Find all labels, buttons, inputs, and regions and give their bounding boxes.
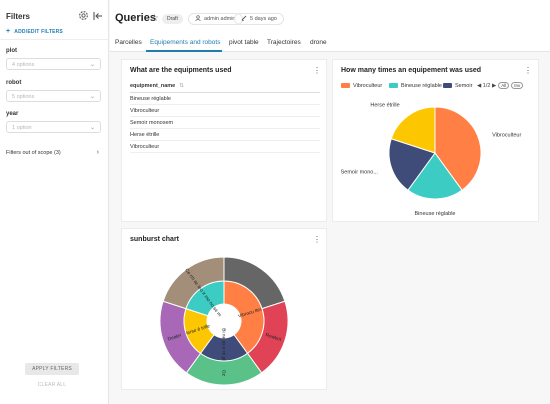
chart-title: sunburst chart: [130, 236, 180, 243]
gear-icon[interactable]: [78, 10, 89, 21]
sidebar-title: Filters: [6, 12, 31, 21]
chevron-right-icon: ›: [96, 149, 99, 156]
chevron-down-icon: ⌄: [89, 125, 95, 131]
pie-slice[interactable]: [434, 106, 482, 191]
chart-title: How many times an equipement was used: [341, 67, 482, 74]
more-options-icon[interactable]: ⋮: [313, 66, 321, 75]
dashboard-title: Queries: [115, 12, 156, 24]
pie-slice-label: Vibroculteur: [492, 132, 521, 138]
more-options-icon[interactable]: ⋮: [524, 66, 532, 75]
legend-swatch: [443, 83, 452, 89]
dashboard-header: Queries ☆ Draft admin admin 5 days ago P…: [110, 0, 550, 52]
legend-item[interactable]: Semoir: [443, 83, 472, 89]
more-options-icon[interactable]: ⋮: [313, 235, 321, 244]
table-row: Herse étrille: [130, 129, 320, 141]
filters-out-of-scope[interactable]: Filters out of scope (3) ›: [6, 149, 101, 156]
column-header: equipment_name: [130, 83, 176, 89]
filters-out-of-scope-label: Filters out of scope (3): [6, 150, 61, 156]
sunburst-outer-label: Rowbot: [265, 332, 283, 343]
filter-label-year: year: [6, 111, 19, 117]
user-icon: [195, 15, 201, 22]
legend-item[interactable]: Vibroculteur: [341, 83, 382, 89]
modified-chip[interactable]: 5 days ago: [234, 13, 284, 25]
add-edit-filters-button[interactable]: + ADD/EDIT FILTERS: [6, 28, 63, 35]
tab-parcelles[interactable]: Parcelles: [115, 39, 142, 46]
divider: [0, 39, 109, 40]
legend-label: Semoir: [455, 83, 473, 89]
active-tab-indicator: [146, 50, 222, 52]
plus-icon: +: [6, 28, 11, 35]
sunburst-outer-segment[interactable]: [162, 256, 225, 310]
owner-chip[interactable]: admin admin: [188, 13, 243, 25]
chart-title: What are the equipments used: [130, 67, 232, 74]
filter-label-plot: plot: [6, 48, 17, 54]
legend-all-button[interactable]: All: [498, 82, 510, 89]
tab-drone[interactable]: drone: [310, 39, 327, 46]
legend-prev-icon[interactable]: ◀: [477, 83, 482, 89]
status-badge: Draft: [162, 14, 183, 24]
tab-equipements-and-robots[interactable]: Equipements and robots: [150, 39, 221, 46]
clear-all-button[interactable]: CLEAR ALL: [37, 382, 67, 388]
filter-placeholder: 1 option: [12, 125, 32, 131]
pencil-icon: [241, 15, 247, 21]
table-row: Semoir monosem: [130, 117, 320, 129]
pie-slice[interactable]: [390, 106, 436, 154]
filter-select-plot[interactable]: 4 options ⌄: [6, 58, 101, 70]
tab-trajectoires[interactable]: Trajectoires: [267, 39, 301, 46]
filter-placeholder: 4 options: [12, 62, 35, 68]
table-chart-card: What are the equipments used ⋮ equipment…: [121, 59, 327, 222]
modified-label: 5 days ago: [250, 16, 277, 22]
sunburst-outer-label: Oz: [221, 370, 227, 377]
filter-select-robot[interactable]: 5 options ⌄: [6, 90, 101, 102]
pie-chart-card: How many times an equipement was used ⋮ …: [332, 59, 539, 222]
table-row: Bineuse réglable: [130, 93, 320, 105]
table-header[interactable]: equipment_name ⇅: [130, 83, 320, 93]
sunburst-inner-label: Bi ne us e ré gla ble: [221, 328, 227, 371]
sidebar-header: Filters: [6, 10, 104, 24]
sunburst-outer-label: Dealer: [167, 332, 183, 342]
collapse-icon[interactable]: [93, 11, 103, 21]
table-row: Vibroculteur: [130, 141, 320, 153]
filter-select-year[interactable]: 1 option ⌄: [6, 121, 101, 133]
legend-swatch: [389, 83, 398, 89]
chevron-down-icon: ⌄: [89, 62, 95, 68]
legend-swatch: [341, 83, 350, 89]
star-icon[interactable]: ☆: [150, 13, 159, 24]
pie-slice-label: Semoir mono...: [341, 170, 379, 176]
pie-slice-label: Bineuse réglable: [415, 211, 456, 217]
add-edit-filters-label: ADD/EDIT FILTERS: [14, 29, 63, 35]
filter-sidebar: Filters + ADD/EDIT FILTERS plot 4 options…: [0, 0, 109, 404]
legend-invert-button[interactable]: Inv: [511, 82, 524, 89]
sunburst-chart-card: sunburst chart ⋮ Vibrocu lteur Bi ne us e…: [121, 228, 327, 390]
pie-chart: Vibroculteur Bineuse réglable Semoir mono.…: [341, 102, 522, 217]
legend-next-icon[interactable]: ▶: [491, 83, 497, 89]
sort-icon: ⇅: [179, 83, 184, 89]
legend-pagination: ◀ 1/2 ▶ All Inv: [477, 82, 524, 89]
legend-page: 1/2: [482, 83, 491, 89]
filter-label-robot: robot: [6, 80, 22, 86]
table-row: Vibroculteur: [130, 105, 320, 117]
pie-slice[interactable]: [407, 152, 463, 200]
pie-slice[interactable]: [388, 138, 436, 191]
owner-name: admin admin: [204, 16, 236, 22]
legend-item[interactable]: Bineuse réglable: [389, 83, 442, 89]
pie-slice-label: Herse étrille: [370, 102, 399, 108]
legend-label: Bineuse réglable: [401, 83, 442, 89]
apply-filters-button[interactable]: APPLY FILTERS: [25, 363, 79, 375]
dashboard-tabs: Parcelles Equipements and robots pivot t…: [110, 37, 550, 52]
chevron-down-icon: ⌄: [89, 94, 95, 100]
legend-label: Vibroculteur: [353, 83, 383, 89]
tab-pivot-table[interactable]: pivot table: [229, 39, 259, 46]
filter-placeholder: 5 options: [12, 94, 35, 100]
